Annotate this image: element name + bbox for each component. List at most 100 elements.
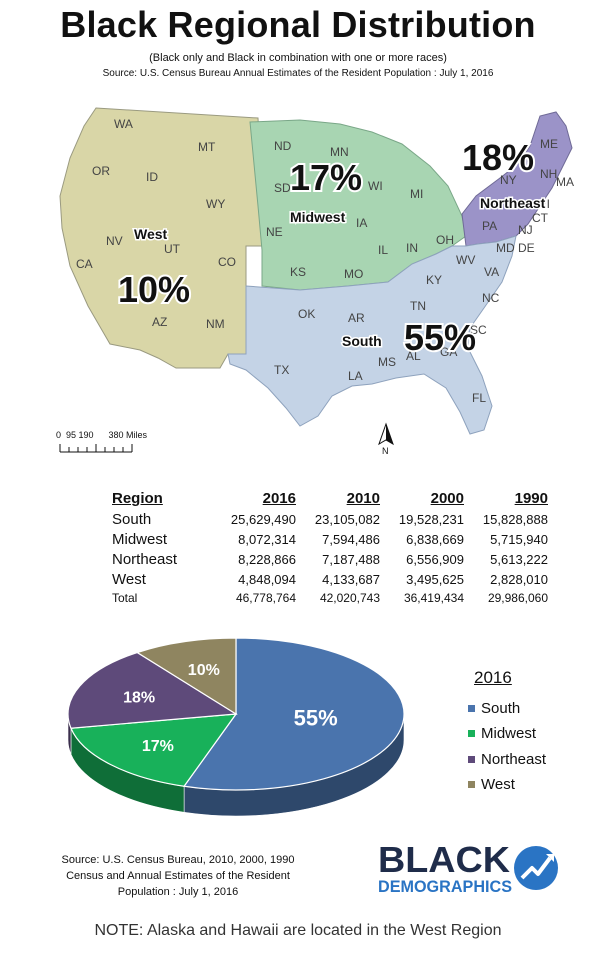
table-cell: 8,072,314 <box>238 532 296 547</box>
pie-slice-midwest <box>70 713 238 787</box>
state-label: KS <box>290 265 306 279</box>
legend-swatch <box>468 705 475 712</box>
legend-item-northeast: Northeast <box>468 751 546 768</box>
region-name-west: West <box>134 226 168 242</box>
region-percent-west: 10% <box>118 269 190 310</box>
table-cell: 7,594,486 <box>322 532 380 547</box>
state-label: NJ <box>518 223 533 237</box>
state-label: CA <box>76 257 93 271</box>
state-label: OH <box>436 233 454 247</box>
pie-label-west: 10% <box>188 662 220 679</box>
source-line: Population : July 1, 2016 <box>117 886 239 898</box>
source-line: Source: U.S. Census Bureau, 2010, 2000, … <box>61 854 295 866</box>
logo-text-demographics: DEMOGRAPHICS <box>378 877 512 896</box>
region-name-northeast: Northeast <box>480 195 546 211</box>
table-header: Region <box>112 490 163 507</box>
source-line: Census and Annual Estimates of the Resid… <box>66 870 290 882</box>
table-cell: 8,228,866 <box>238 552 296 567</box>
state-label: NC <box>482 291 500 305</box>
table-cell: South <box>112 511 152 528</box>
subtitle: (Black only and Black in combination wit… <box>149 52 447 64</box>
table-cell: 2,828,010 <box>490 572 548 587</box>
state-label: DE <box>518 241 535 255</box>
legend-label: West <box>481 776 515 793</box>
state-label: MO <box>344 267 363 281</box>
table-cell: 23,105,082 <box>314 512 380 527</box>
table-row: South 25,629,490 23,105,082 19,528,231 1… <box>112 510 548 530</box>
south-region <box>227 235 517 435</box>
state-label: IL <box>378 243 388 257</box>
state-label: KY <box>426 273 442 287</box>
table-row: Northeast 8,228,866 7,187,488 6,556,909 … <box>112 550 548 570</box>
legend-swatch <box>468 781 475 788</box>
state-label: WY <box>206 197 225 211</box>
state-label: AZ <box>152 315 167 329</box>
north-label: N <box>382 446 389 456</box>
pie-chart: 55% 17% 18% 10% <box>67 637 405 817</box>
pie-label-south: 55% <box>294 706 338 731</box>
region-name-south: South <box>342 333 382 349</box>
legend-label: Northeast <box>481 751 547 768</box>
state-label: ID <box>146 170 158 184</box>
state-label: ND <box>274 139 292 153</box>
legend-item-west: West <box>468 776 515 793</box>
table-cell: 29,986,060 <box>487 591 548 605</box>
state-label: VA <box>484 265 499 279</box>
state-label: MD <box>496 241 515 255</box>
table-cell: 5,613,222 <box>490 552 548 567</box>
state-label: NH <box>540 167 557 181</box>
state-label: TX <box>274 363 289 377</box>
state-label: IN <box>406 241 418 255</box>
table-cell: 42,020,743 <box>319 591 380 605</box>
state-label: FL <box>472 391 486 405</box>
map-scale-label: 0 95 190 380 Miles <box>56 430 148 440</box>
legend-label: Midwest <box>481 725 537 742</box>
state-label: NY <box>500 173 517 187</box>
table-cell: 4,848,094 <box>238 572 296 587</box>
state-label: OR <box>92 164 110 178</box>
west-region <box>59 107 265 369</box>
table-cell: 25,629,490 <box>230 512 296 527</box>
region-percent-south: 55% <box>404 317 476 358</box>
state-label: WA <box>114 117 133 131</box>
source-note-bottom: Source: U.S. Census Bureau, 2010, 2000, … <box>50 852 306 900</box>
state-label: VT <box>516 151 532 165</box>
table-total-row: Total 46,778,764 42,020,743 36,419,434 2… <box>112 590 548 607</box>
table-cell: 6,838,669 <box>406 532 464 547</box>
table-row: Midwest 8,072,314 7,594,486 6,838,669 5,… <box>112 530 548 550</box>
state-label: LA <box>348 369 363 383</box>
state-label: GA <box>440 345 457 359</box>
table-cell: 19,528,231 <box>398 512 464 527</box>
pie-slice-west <box>135 637 237 716</box>
map-scale-bar <box>59 444 133 453</box>
state-label: CO <box>218 255 236 269</box>
table-cell: 15,828,888 <box>482 512 548 527</box>
pie-slice-northeast <box>67 651 238 729</box>
legend-label: South <box>481 700 521 717</box>
table-cell: 4,133,687 <box>322 572 380 587</box>
legend-item-midwest: Midwest <box>468 725 536 742</box>
state-label: WI <box>368 179 383 193</box>
table-cell: 7,187,488 <box>322 552 380 567</box>
table-header: 2000 <box>430 490 464 507</box>
state-label: ME <box>540 137 558 151</box>
state-label: WV <box>456 253 475 267</box>
state-label: MT <box>198 140 216 154</box>
trend-arrow-icon <box>514 846 558 890</box>
table-cell: Total <box>112 591 138 605</box>
state-label: CT <box>532 211 549 225</box>
region-percent-midwest: 17% <box>290 157 362 198</box>
table-cell: Northeast <box>112 551 178 568</box>
state-label: MN <box>330 145 349 159</box>
state-label: PA <box>482 219 497 233</box>
state-label: MA <box>556 175 574 189</box>
table-cell: 36,419,434 <box>403 591 464 605</box>
state-label: NE <box>266 225 283 239</box>
table-cell: 5,715,940 <box>490 532 548 547</box>
source-note-top: Source: U.S. Census Bureau Annual Estima… <box>102 68 494 79</box>
legend-item-south: South <box>468 700 520 717</box>
state-label: MI <box>410 187 423 201</box>
table-header: 2016 <box>262 490 296 507</box>
state-labels: WA OR ID MT WY NV UT CA AZ CO NM ND SD N… <box>76 117 574 405</box>
state-label: NV <box>106 234 123 248</box>
